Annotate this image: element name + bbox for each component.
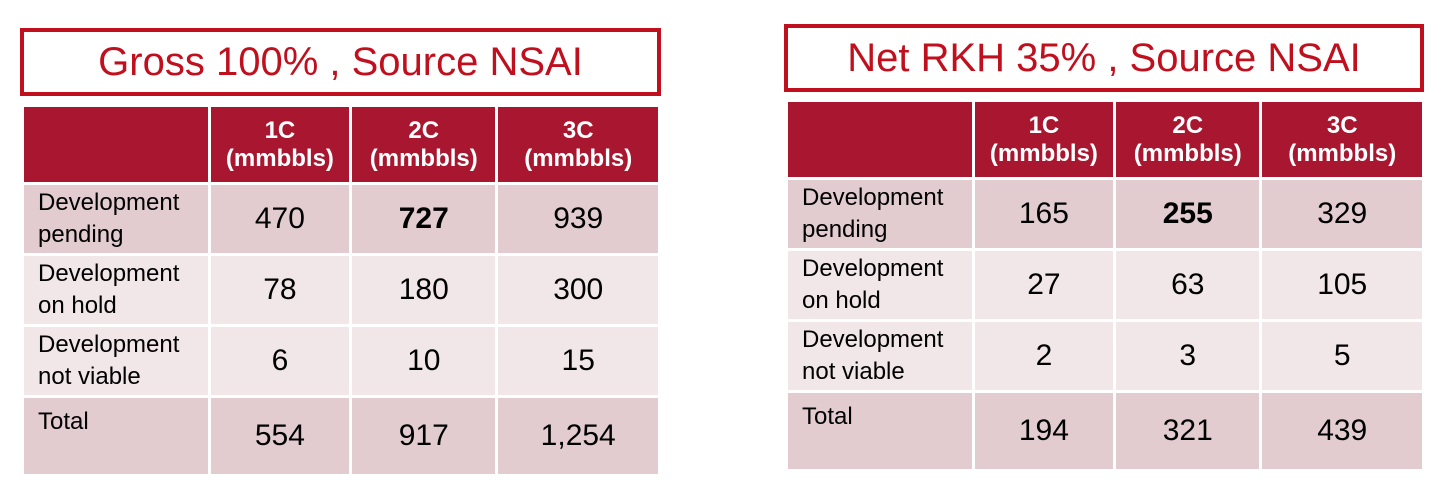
header-empty-cell <box>24 107 208 182</box>
cell-3c: 300 <box>498 256 658 324</box>
cell-3c: 439 <box>1262 393 1422 469</box>
cell-1c: 165 <box>974 180 1114 248</box>
cell-1c: 27 <box>974 251 1114 319</box>
net-resources-table: 1C (mmbbls) 2C (mmbbls) 3C (mmbbls) Develop… <box>785 99 1425 472</box>
cell-2c: 3 <box>1116 322 1260 390</box>
header-2c: 2C (mmbbls) <box>352 107 496 182</box>
cell-2c: 10 <box>352 327 496 395</box>
table-row-total: Total 554 917 1,254 <box>24 398 658 474</box>
cell-2c: 321 <box>1116 393 1260 469</box>
cell-1c: 554 <box>210 398 350 474</box>
cell-1c: 470 <box>210 185 350 253</box>
row-label: Development not viable <box>788 322 972 390</box>
cell-2c: 255 <box>1116 180 1260 248</box>
gross-title: Gross 100% , Source NSAI <box>20 28 661 96</box>
cell-1c: 194 <box>974 393 1114 469</box>
cell-3c: 1,254 <box>498 398 658 474</box>
row-label: Total <box>24 398 208 474</box>
cell-1c: 2 <box>974 322 1114 390</box>
cell-1c: 6 <box>210 327 350 395</box>
cell-1c: 78 <box>210 256 350 324</box>
cell-3c: 5 <box>1262 322 1422 390</box>
cell-3c: 939 <box>498 185 658 253</box>
cell-2c: 180 <box>352 256 496 324</box>
header-3c: 3C (mmbbls) <box>498 107 658 182</box>
table-row: Development on hold 78 180 300 <box>24 256 658 324</box>
row-label: Development pending <box>788 180 972 248</box>
table-row: Development pending 470 727 939 <box>24 185 658 253</box>
row-label: Development not viable <box>24 327 208 395</box>
table-row-total: Total 194 321 439 <box>788 393 1422 469</box>
row-label: Total <box>788 393 972 469</box>
table-row: Development on hold 27 63 105 <box>788 251 1422 319</box>
cell-2c: 727 <box>352 185 496 253</box>
row-label: Development pending <box>24 185 208 253</box>
gross-resources-table: 1C (mmbbls) 2C (mmbbls) 3C (mmbbls) Develop… <box>21 104 661 477</box>
cell-3c: 329 <box>1262 180 1422 248</box>
cell-2c: 917 <box>352 398 496 474</box>
table-row: Development not viable 2 3 5 <box>788 322 1422 390</box>
header-1c: 1C (mmbbls) <box>210 107 350 182</box>
header-2c: 2C (mmbbls) <box>1116 102 1260 177</box>
cell-3c: 105 <box>1262 251 1422 319</box>
cell-2c: 63 <box>1116 251 1260 319</box>
header-1c: 1C (mmbbls) <box>974 102 1114 177</box>
table-header-row: 1C (mmbbls) 2C (mmbbls) 3C (mmbbls) <box>788 102 1422 177</box>
table-row: Development not viable 6 10 15 <box>24 327 658 395</box>
row-label: Development on hold <box>24 256 208 324</box>
cell-3c: 15 <box>498 327 658 395</box>
table-header-row: 1C (mmbbls) 2C (mmbbls) 3C (mmbbls) <box>24 107 658 182</box>
net-title: Net RKH 35% , Source NSAI <box>784 24 1424 92</box>
table-row: Development pending 165 255 329 <box>788 180 1422 248</box>
row-label: Development on hold <box>788 251 972 319</box>
header-empty-cell <box>788 102 972 177</box>
header-3c: 3C (mmbbls) <box>1262 102 1422 177</box>
